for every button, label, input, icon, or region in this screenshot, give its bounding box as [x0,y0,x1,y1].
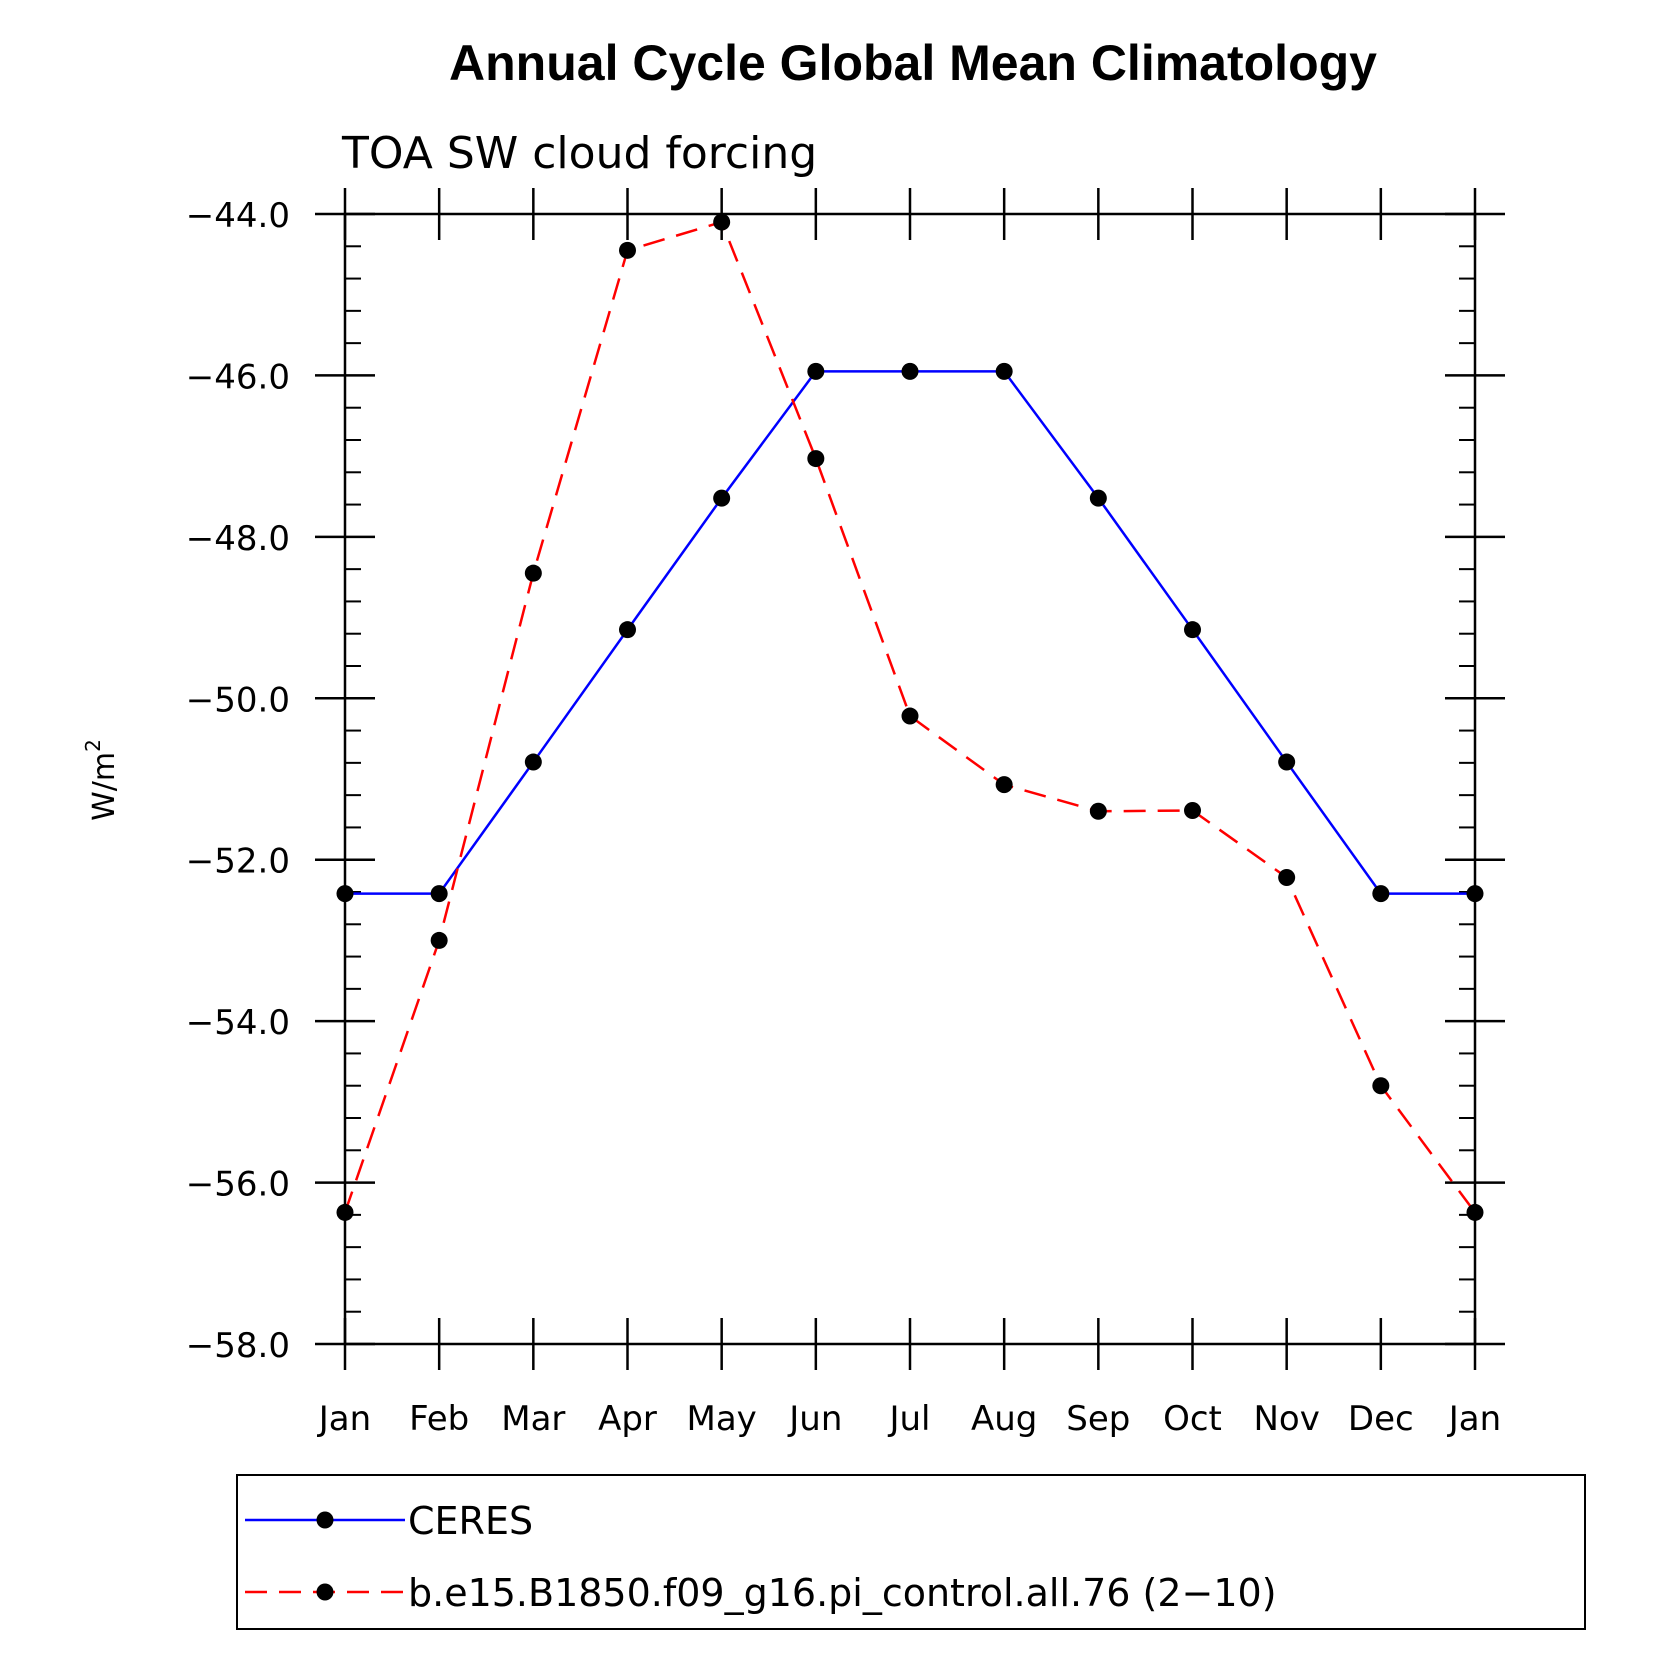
series-point-1 [901,707,919,725]
y-tick-label: −54.0 [186,1003,290,1043]
series-point-1 [336,1203,354,1221]
plot-frame [343,212,1477,1346]
y-tick-label: −48.0 [186,519,290,559]
x-tick-label: Sep [1066,1399,1130,1439]
x-tick-label: Aug [971,1399,1037,1439]
x-tick-label: May [687,1399,757,1439]
series-point-0 [524,753,542,771]
y-axis-label-superscript: 2 [81,739,105,752]
y-tick-label: −46.0 [186,357,290,397]
series-point-0 [995,362,1013,380]
x-tick-label: Nov [1253,1399,1319,1439]
series-point-1 [619,241,636,259]
series-point-0 [1184,621,1201,639]
series-point-0 [336,885,354,903]
legend-label: b.e15.B1850.f09_g16.pi_control.all.76 (2… [408,1571,1277,1615]
x-tick-label: Dec [1348,1399,1414,1439]
y-tick-label: −56.0 [186,1165,290,1205]
x-tick-label: Jun [787,1399,842,1439]
series-point-0 [713,489,731,507]
series-point-1 [1372,1077,1390,1095]
series-point-1 [995,776,1013,794]
series-point-1 [1466,1203,1484,1221]
x-tick-label: Jan [1447,1399,1501,1439]
series-point-0 [619,621,636,639]
series-point-0 [430,885,448,903]
legend-marker [316,1511,334,1529]
chart-title: Annual Cycle Global Mean Climatology [449,35,1377,91]
x-tick-label: Feb [409,1399,469,1439]
series-point-1 [430,931,448,949]
legend-box [236,1474,1586,1630]
legend-marker [316,1583,334,1601]
series-point-1 [807,450,825,468]
plot-area: Jan Feb Mar Apr May Jun Jul Aug Sep Oct Nov Dec Jan−… [81,188,1505,1439]
series-point-1 [1184,801,1201,819]
x-tick-label: Oct [1163,1399,1222,1439]
chart-subtitle: TOA SW cloud forcing [341,128,817,179]
y-axis-label: W/m2 [81,739,122,821]
series-point-1 [1089,802,1107,820]
y-tick-label: −44.0 [186,196,290,236]
x-tick-label: Jul [887,1399,930,1439]
series-point-1 [713,213,731,231]
x-tick-label: Mar [501,1399,565,1439]
series-point-1 [1278,868,1296,886]
x-tick-label: Jan [317,1399,371,1439]
legend-label: CERES [408,1499,533,1543]
series-point-1 [524,564,542,582]
series-point-0 [901,362,919,380]
series-point-0 [807,362,825,380]
legend: CERES b.e15.B1850.f09_g16.pi_control.all.… [236,1474,1586,1630]
series-point-0 [1466,885,1484,903]
series-point-0 [1372,885,1390,903]
y-tick-label: −58.0 [186,1326,290,1366]
y-tick-label: −52.0 [186,842,290,882]
x-tick-label: Apr [598,1399,657,1439]
series-point-0 [1089,489,1107,507]
series-line-0 [345,370,1475,895]
series-point-0 [1278,753,1296,771]
y-tick-label: −50.0 [186,680,290,720]
